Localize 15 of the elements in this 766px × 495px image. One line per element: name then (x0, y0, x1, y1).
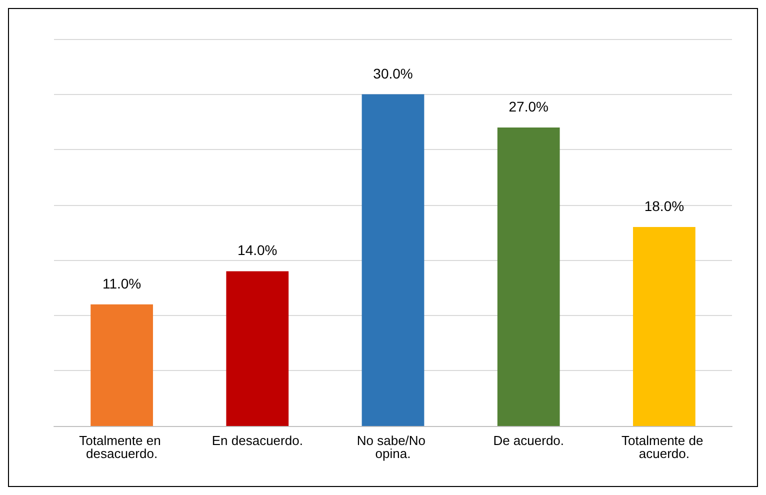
data-label: 18.0% (644, 198, 684, 214)
x-tick-label: No sabe/No opina. (356, 433, 430, 461)
data-label: 14.0% (238, 242, 278, 258)
x-tick-label: En desacuerdo. (212, 433, 303, 448)
data-label: 30.0% (373, 65, 413, 82)
x-tick-label: Totalmente en desacuerdo. (79, 433, 164, 461)
bar (226, 271, 289, 426)
bar (497, 127, 560, 426)
data-label: 11.0% (102, 275, 142, 292)
x-tick-label: Totalmente de acuerdo. (622, 433, 707, 461)
bar (90, 304, 153, 426)
x-tick-label: De acuerdo. (493, 433, 564, 448)
bar (633, 226, 696, 426)
data-label: 27.0% (508, 98, 548, 114)
bar (362, 94, 424, 426)
